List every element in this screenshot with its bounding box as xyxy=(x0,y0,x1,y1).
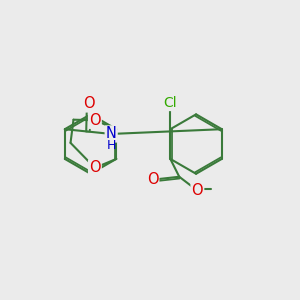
Text: O: O xyxy=(83,96,94,111)
Text: O: O xyxy=(192,183,203,198)
Text: Cl: Cl xyxy=(164,96,177,110)
Text: O: O xyxy=(89,113,101,128)
Text: O: O xyxy=(89,160,101,175)
Text: H: H xyxy=(107,139,116,152)
Text: N: N xyxy=(106,127,117,142)
Text: O: O xyxy=(147,172,158,187)
